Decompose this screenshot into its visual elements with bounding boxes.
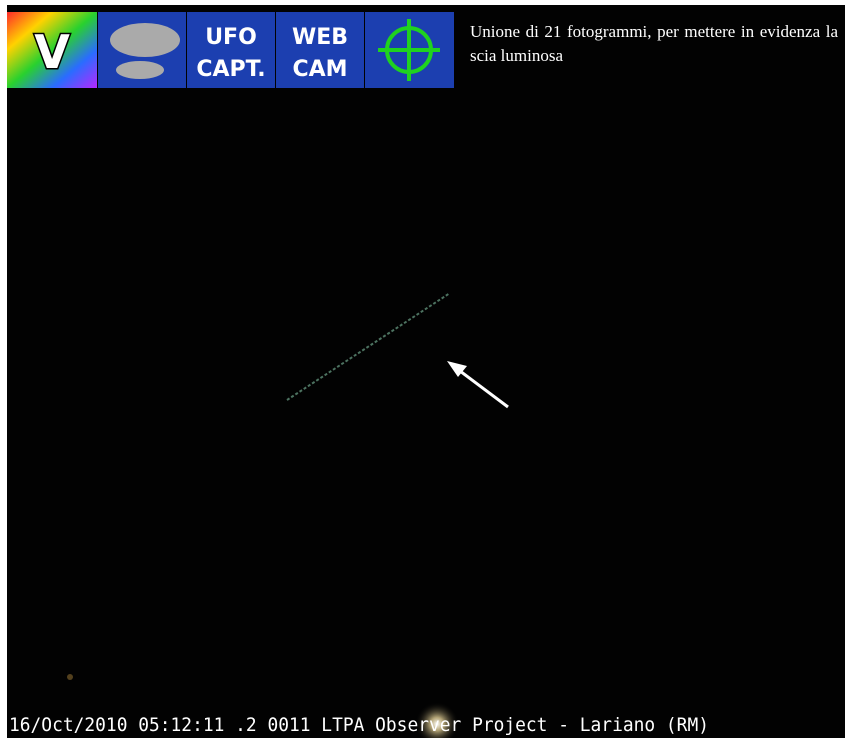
- light-dot: [67, 674, 73, 680]
- timestamp: 16/Oct/2010 05:12:11 .2 0011 LTPA Observ…: [9, 714, 709, 736]
- page: V UFO CAPT. WEB CAM 16/Oct/2010 05:12:11…: [0, 0, 850, 738]
- icon-label: V: [34, 25, 70, 79]
- icon-label: UFO: [205, 25, 257, 50]
- caption: Unione di 21 fotogrammi, per mettere in …: [470, 20, 838, 68]
- icon-label: CAPT.: [196, 57, 265, 82]
- cloud: [110, 23, 180, 57]
- frame: V UFO CAPT. WEB CAM 16/Oct/2010 05:12:11…: [0, 0, 850, 738]
- night-sky: [7, 5, 845, 738]
- cloud: [116, 61, 164, 79]
- icon-label: CAM: [292, 57, 347, 82]
- webcam-image: V UFO CAPT. WEB CAM 16/Oct/2010 05:12:11…: [0, 0, 850, 738]
- icon-label: WEB: [292, 25, 348, 50]
